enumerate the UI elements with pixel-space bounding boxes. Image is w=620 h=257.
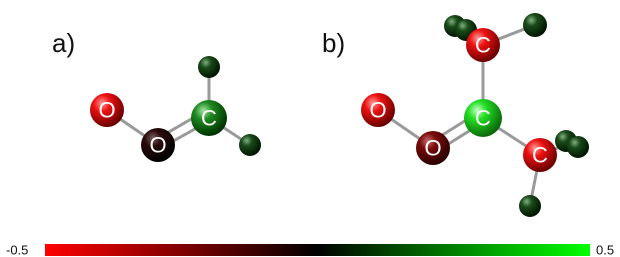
panel-label: b) xyxy=(322,28,345,58)
hydrogen xyxy=(198,56,220,78)
atom-label: O xyxy=(424,136,441,161)
atom-label: C xyxy=(475,106,491,131)
colorbar-min-label: -0.5 xyxy=(6,243,28,257)
atom-label: O xyxy=(369,98,386,123)
panel-a: a) O O C xyxy=(52,28,261,162)
atom-label: C xyxy=(475,33,491,58)
colorbar-gradient xyxy=(45,244,590,256)
colorbar: -0.5 0.5 xyxy=(6,243,614,257)
hydrogen xyxy=(519,195,541,217)
atom-label: O xyxy=(98,98,115,123)
atom-label: C xyxy=(532,143,548,168)
figure: a) O O C b) O O xyxy=(0,0,620,257)
atom-label: C xyxy=(201,106,217,131)
hydrogen xyxy=(523,13,547,37)
colorbar-max-label: 0.5 xyxy=(596,243,614,257)
hydrogen xyxy=(567,136,589,158)
hydrogen xyxy=(239,134,261,156)
panel-label: a) xyxy=(52,28,75,58)
panel-b: b) O O C C C xyxy=(322,13,589,217)
atom-label: O xyxy=(149,133,166,158)
